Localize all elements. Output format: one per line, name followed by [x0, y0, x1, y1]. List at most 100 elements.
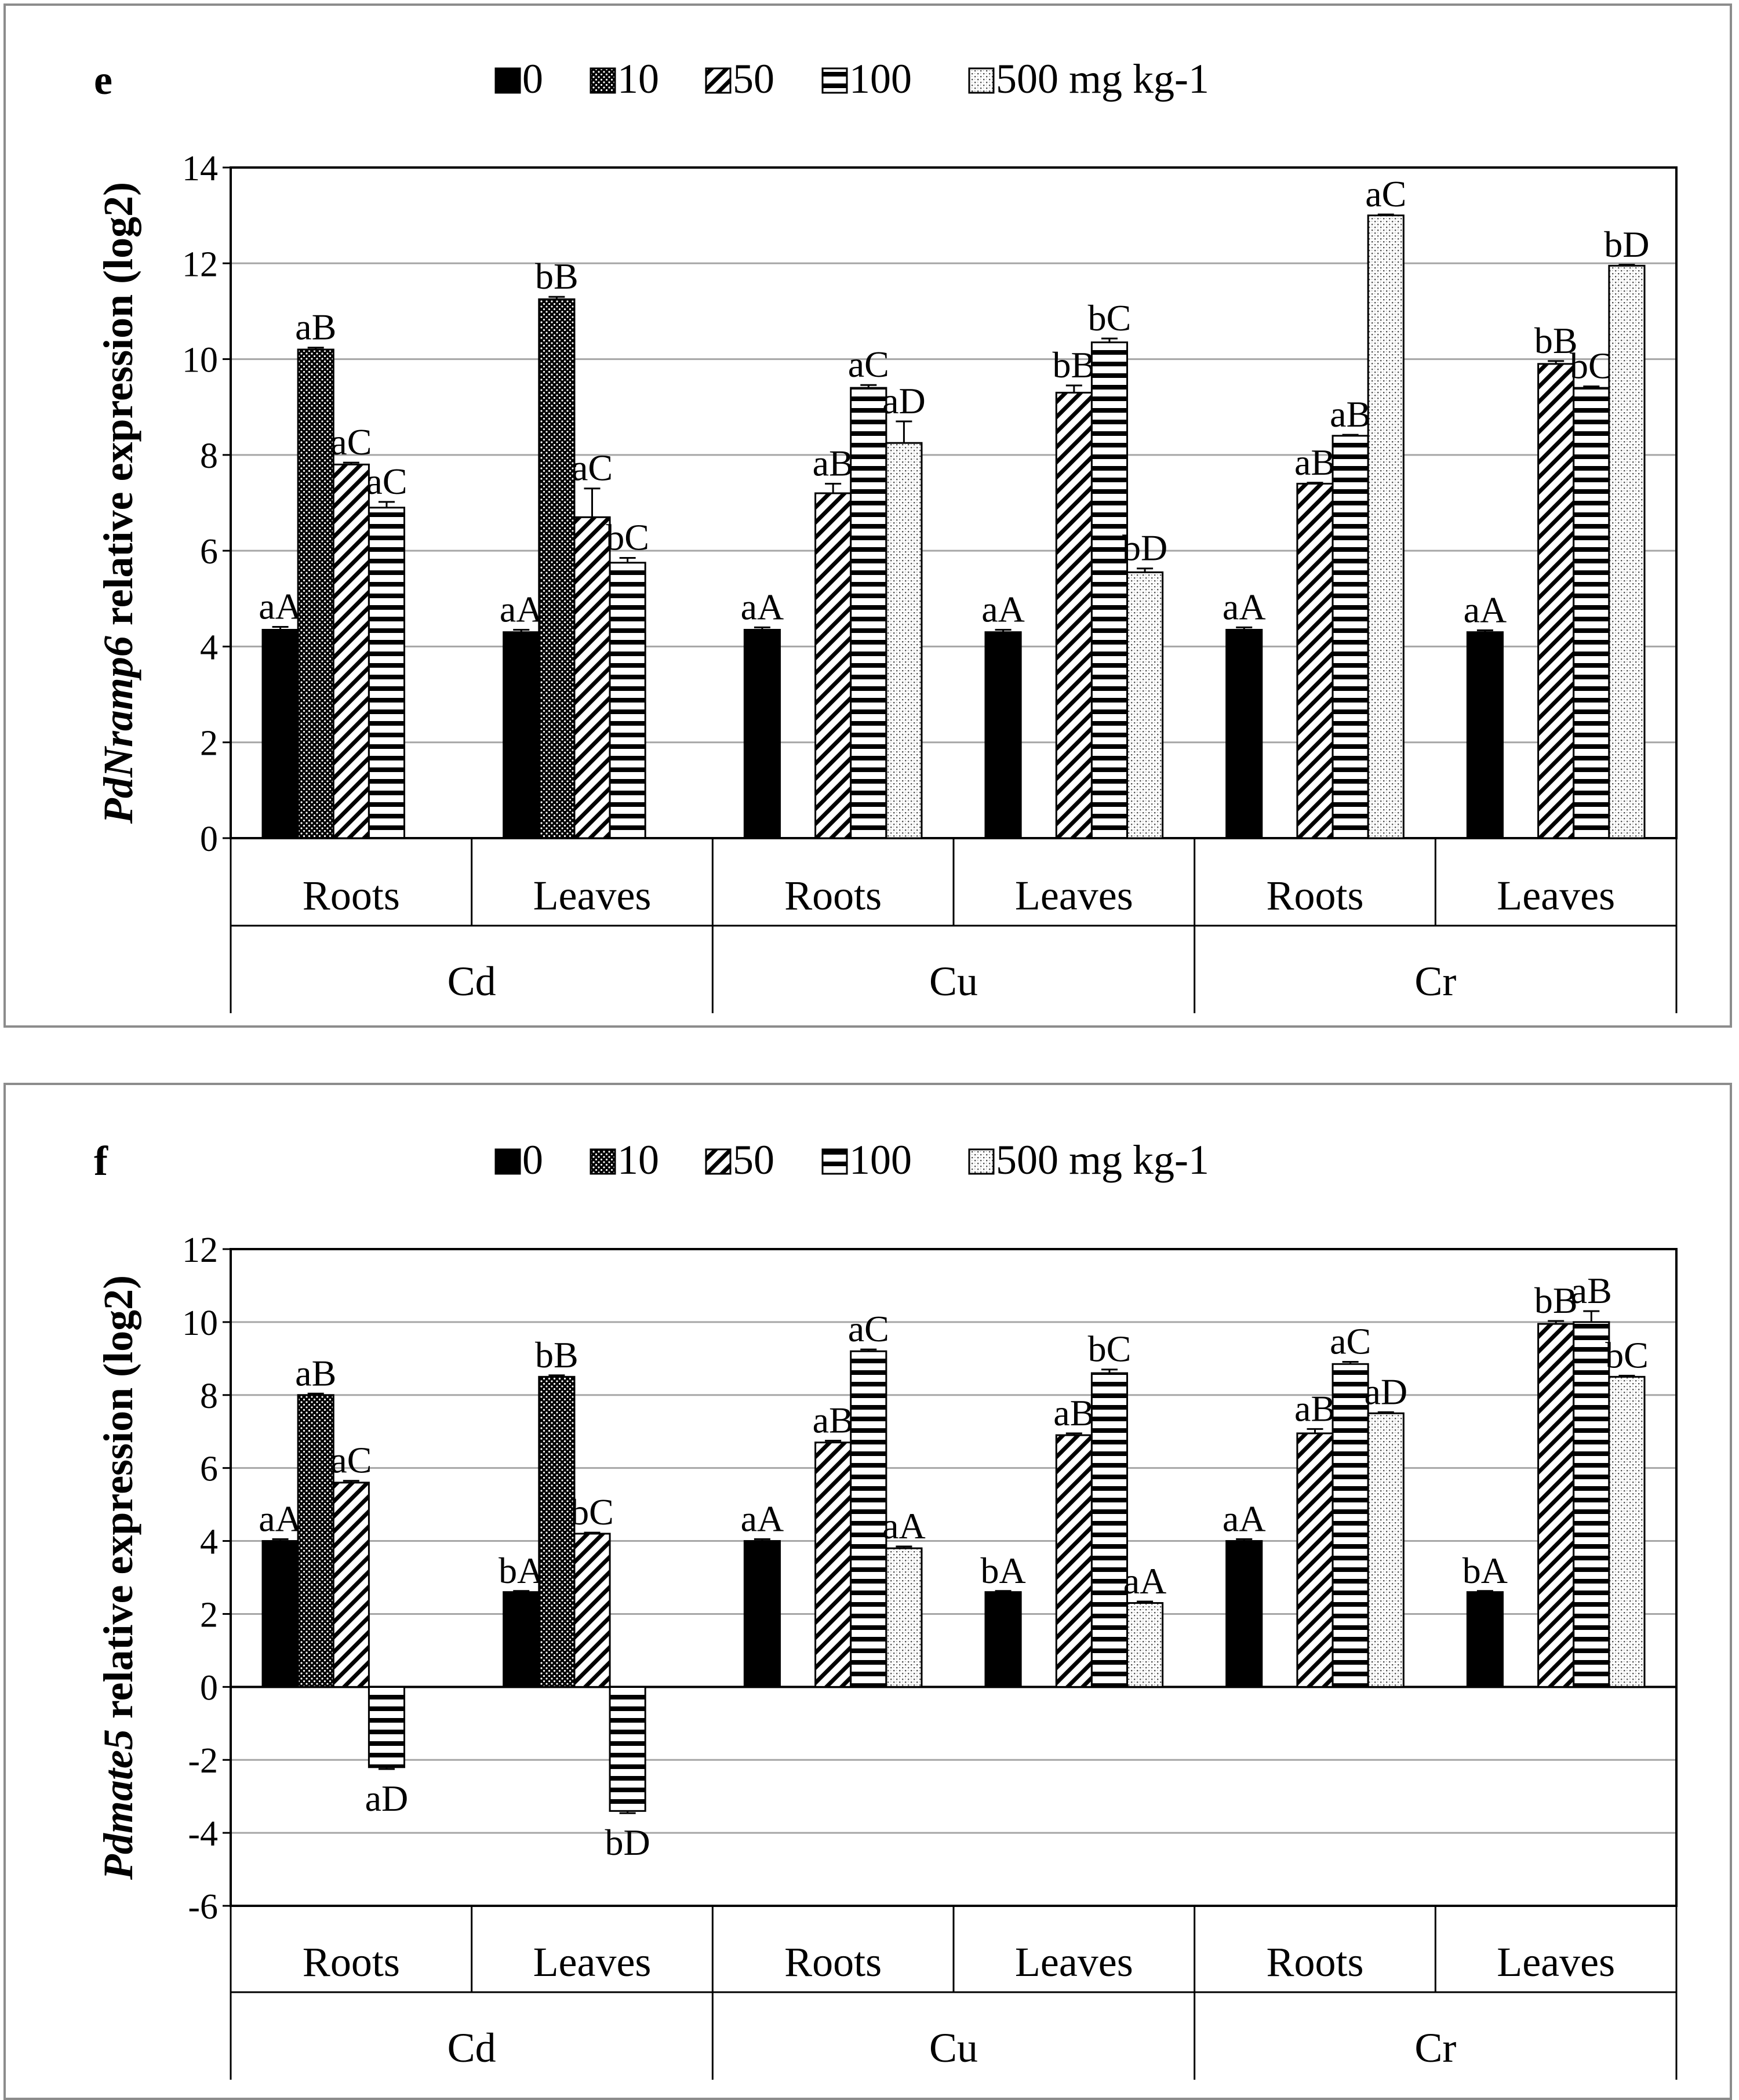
significance-label: aB: [295, 307, 336, 348]
bar: [1608, 264, 1646, 839]
significance-label: bB: [1534, 1280, 1578, 1321]
legend-swatch: [968, 1148, 995, 1175]
significance-label: aA: [259, 1498, 302, 1539]
legend-swatch: [968, 67, 995, 94]
tissue-label: Leaves: [1497, 1939, 1615, 1985]
significance-label: aA: [981, 589, 1025, 630]
significance-label: bC: [1088, 1329, 1132, 1370]
significance-label: aC: [848, 1308, 889, 1349]
bar: [1090, 1372, 1129, 1688]
metal-label: Cd: [448, 2025, 496, 2071]
bar: [1466, 1591, 1504, 1688]
bar: [1573, 1321, 1610, 1688]
significance-label: aB: [1571, 1270, 1612, 1311]
y-tick-label: 8: [200, 1377, 218, 1416]
y-axis-title-gene: Pdmate5: [95, 1729, 141, 1880]
significance-label: aC: [848, 344, 889, 385]
metal-label: Cr: [1414, 2025, 1456, 2071]
significance-label: aB: [295, 1352, 336, 1393]
y-tick-label: 0: [200, 1668, 218, 1708]
tissue-label: Roots: [784, 1939, 882, 1985]
tissue-label: Roots: [784, 872, 882, 919]
significance-label: aC: [1365, 173, 1406, 214]
bar: [368, 507, 406, 839]
significance-label: aB: [1294, 442, 1336, 483]
bar: [1537, 363, 1575, 839]
legend-label: 100: [849, 1137, 912, 1183]
tissue-label: Roots: [1266, 872, 1363, 919]
bar: [538, 298, 576, 839]
metal-label: Cr: [1414, 958, 1456, 1004]
bar: [503, 1591, 540, 1688]
y-tick-label: 10: [182, 341, 218, 380]
metal-label: Cd: [448, 958, 496, 1004]
significance-label: aA: [1123, 1560, 1167, 1602]
bar: [1126, 571, 1164, 839]
bar: [609, 562, 646, 839]
bar: [984, 1591, 1022, 1688]
panel-label: e: [94, 57, 112, 103]
tissue-label: Leaves: [1015, 1939, 1133, 1985]
y-tick-label: 12: [182, 1231, 218, 1270]
bar: [297, 348, 334, 839]
bar: [850, 1350, 887, 1688]
legend-label: 50: [733, 1137, 774, 1183]
bar: [850, 387, 887, 839]
bar: [573, 516, 611, 839]
bar: [332, 1482, 370, 1688]
y-tick-label: 0: [200, 820, 218, 859]
bar: [1055, 1434, 1093, 1688]
significance-label: aB: [813, 1399, 854, 1440]
bar: [984, 631, 1022, 839]
tissue-label: Roots: [1266, 1939, 1363, 1985]
bar: [1367, 214, 1405, 839]
legend-label: 50: [733, 56, 774, 102]
y-tick-label: 4: [200, 628, 218, 667]
legend-swatch: [821, 1148, 848, 1175]
bar: [261, 629, 299, 839]
y-tick-label: 6: [200, 1450, 218, 1489]
significance-label: aA: [882, 1505, 926, 1546]
bar: [368, 1686, 406, 1768]
legend-label: 100: [849, 56, 912, 102]
y-axis-title: PdNramp6 relative expression (log2): [95, 182, 141, 824]
y-tick-label: 2: [200, 724, 218, 763]
bar: [1090, 341, 1129, 839]
bar: [1331, 435, 1369, 839]
legend-label: 10: [617, 56, 659, 102]
bar: [1331, 1363, 1369, 1688]
y-tick-label: 12: [182, 245, 218, 284]
bar: [743, 1540, 781, 1688]
y-tick-label: 14: [182, 149, 218, 188]
significance-label: aB: [1294, 1388, 1336, 1429]
significance-label: aA: [1223, 1498, 1266, 1539]
bar: [503, 631, 540, 839]
tissue-label: Roots: [303, 1939, 400, 1985]
y-tick-label: 6: [200, 532, 218, 572]
legend-swatch: [821, 67, 848, 94]
y-axis-title-text: relative expression (log2): [95, 1275, 141, 1729]
significance-label: bC: [1570, 345, 1613, 387]
legend-swatch: [590, 1148, 616, 1175]
y-axis-title-gene: PdNramp6: [95, 636, 141, 824]
y-tick-label: 2: [200, 1595, 218, 1635]
tissue-label: Leaves: [533, 1939, 652, 1985]
bar: [814, 1442, 852, 1688]
y-axis-title: Pdmate5 relative expression (log2): [95, 1275, 141, 1880]
significance-label: aA: [1464, 589, 1507, 630]
legend-swatch: [705, 1148, 732, 1175]
legend-label: 0: [522, 56, 543, 102]
y-tick-label: -2: [188, 1741, 218, 1781]
bar: [1367, 1412, 1405, 1688]
significance-label: bA: [499, 1550, 544, 1591]
significance-label: aC: [330, 1440, 372, 1481]
panel-label: f: [94, 1138, 108, 1184]
bar: [538, 1375, 576, 1688]
y-tick-label: 8: [200, 436, 218, 476]
bar: [1055, 391, 1093, 839]
significance-label: aB: [1330, 394, 1371, 435]
significance-label: aB: [813, 442, 854, 483]
bar: [1537, 1323, 1575, 1688]
bar: [573, 1533, 611, 1688]
